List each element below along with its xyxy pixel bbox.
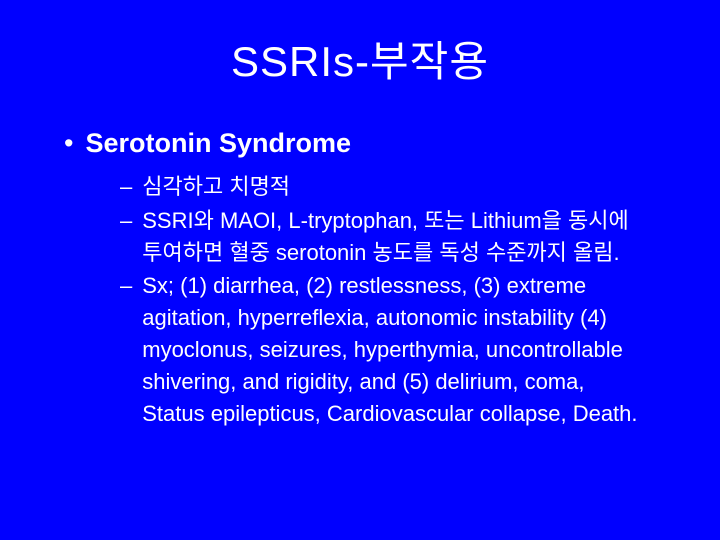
bullet-level1: • Serotonin Syndrome (64, 127, 670, 161)
bullet-text-l1: Serotonin Syndrome (85, 127, 351, 161)
slide: SSRIs-부작용 • Serotonin Syndrome – 심각하고 치명… (0, 0, 720, 540)
bullet-level2: – 심각하고 치명적 (120, 171, 640, 203)
bullet-text-l2: Sx; (1) diarrhea, (2) restlessness, (3) … (142, 270, 640, 429)
bullet-marker-l1: • (64, 127, 73, 161)
bullet-text-l2: 심각하고 치명적 (142, 171, 290, 203)
bullet-marker-l2: – (120, 205, 132, 269)
bullet-level2: – Sx; (1) diarrhea, (2) restlessness, (3… (120, 270, 640, 429)
bullet-marker-l2: – (120, 171, 132, 203)
bullet-text-l2: SSRI와 MAOI, L-tryptophan, 또는 Lithium을 동시… (142, 205, 640, 269)
slide-title: SSRIs-부작용 (50, 28, 670, 89)
bullet-level2: – SSRI와 MAOI, L-tryptophan, 또는 Lithium을 … (120, 205, 640, 269)
bullet-marker-l2: – (120, 270, 132, 429)
